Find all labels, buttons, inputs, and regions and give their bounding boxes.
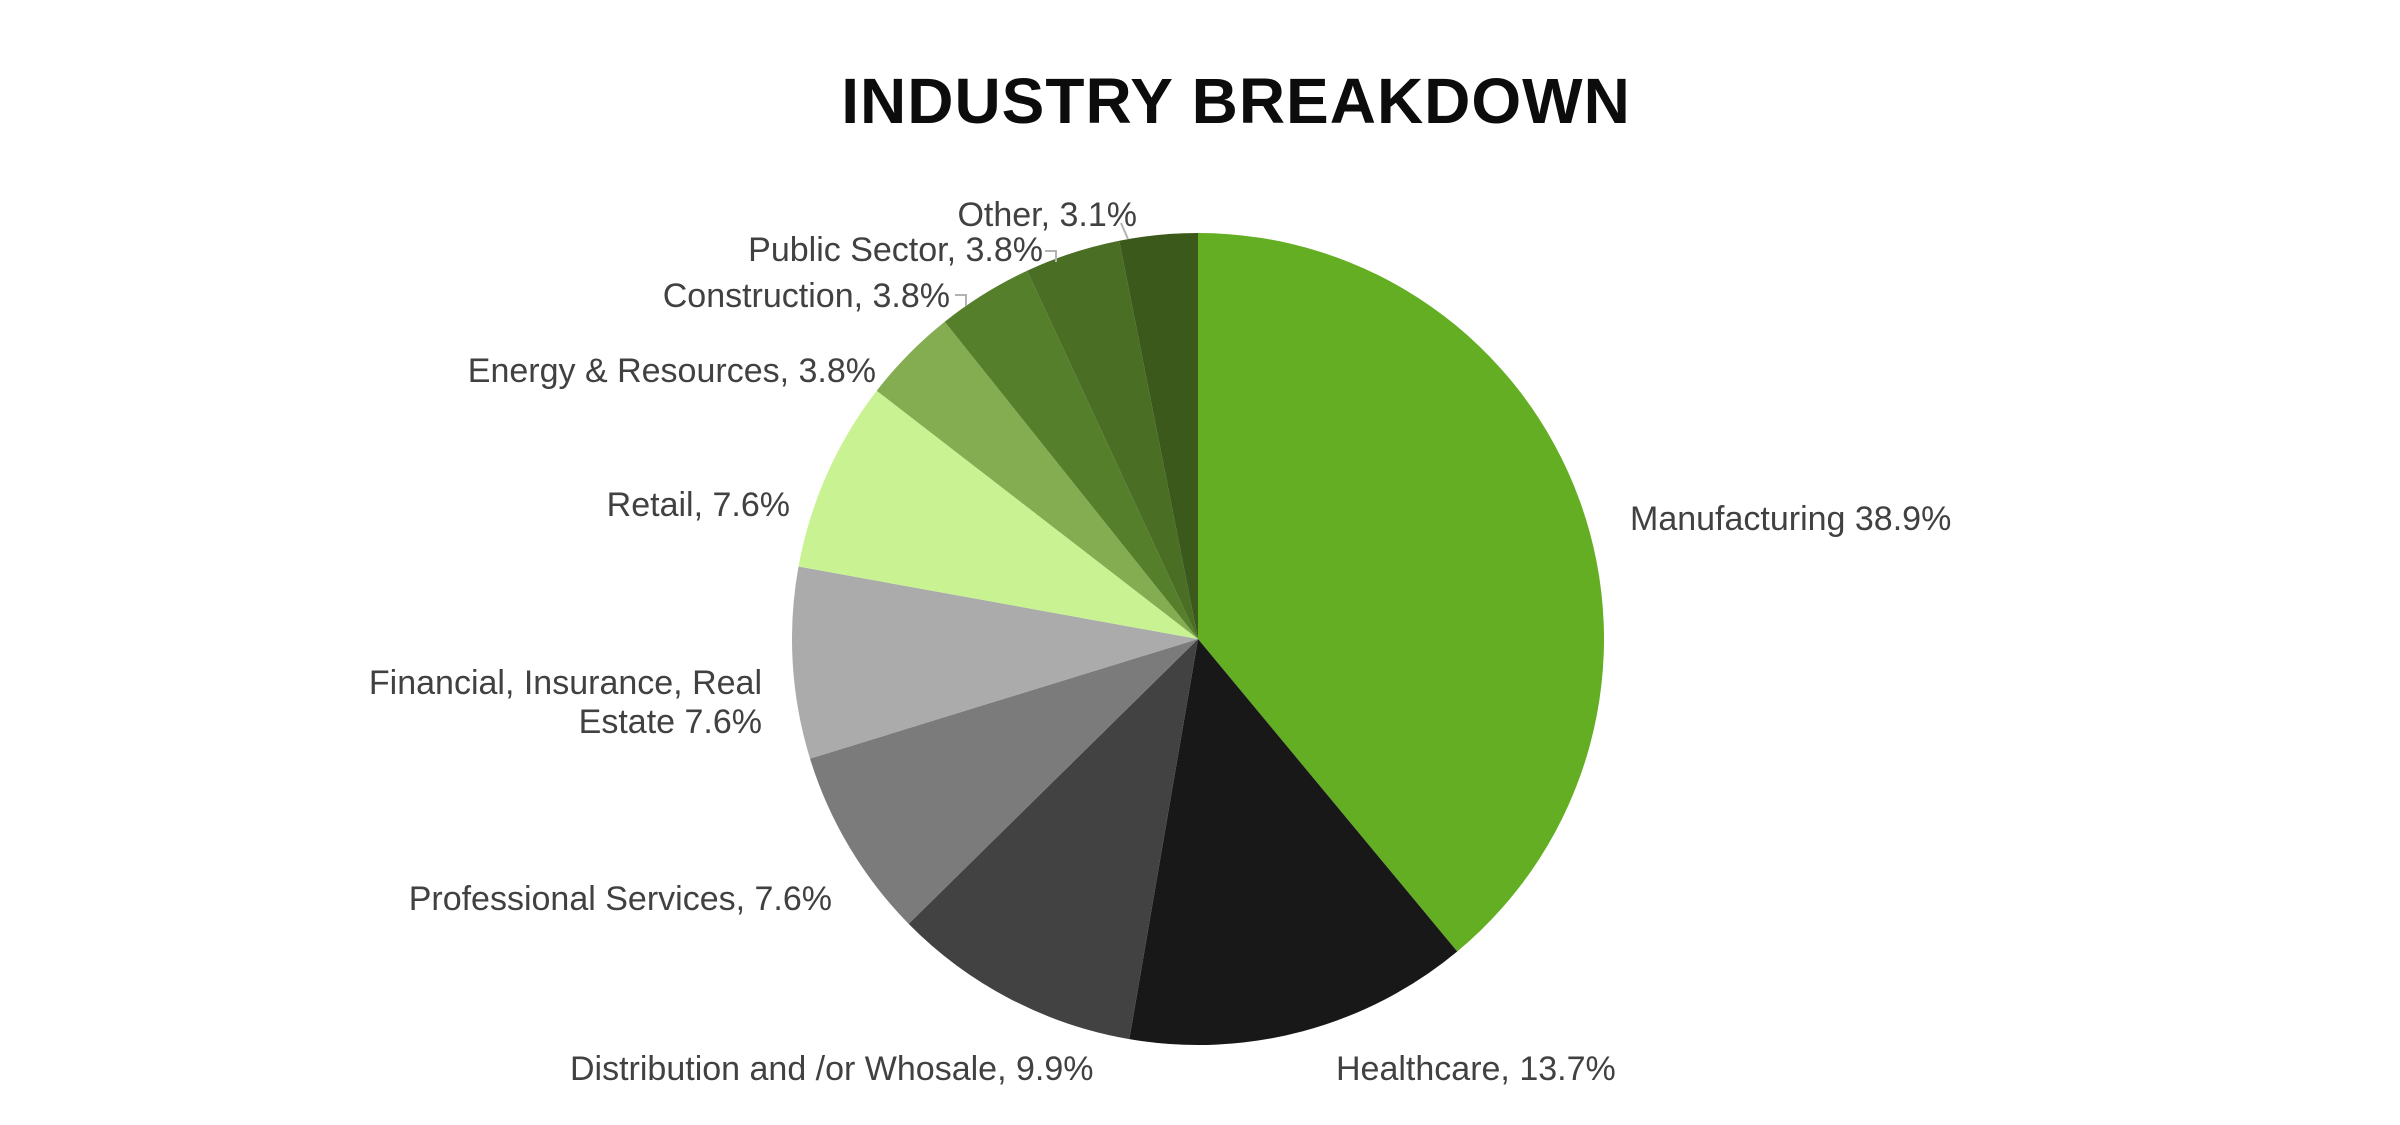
pie-slice-retail xyxy=(798,390,1198,639)
pie-slice-financial-insurance-real-estate xyxy=(792,566,1198,759)
pie-label-financial-insurance-real-estate: Financial, Insurance, Real Estate 7.6% xyxy=(368,664,762,741)
pie-slice-healthcare xyxy=(1129,639,1458,1046)
pie-label-public-sector: Public Sector, 3.8% xyxy=(748,231,1043,269)
pie-slice-other xyxy=(1119,233,1198,639)
leader-tick-other xyxy=(1120,222,1129,240)
pie-slice-professional-services xyxy=(810,639,1198,924)
pie-slice-construction xyxy=(944,270,1198,639)
pie-label-healthcare: Healthcare, 13.7% xyxy=(1336,1050,1616,1088)
pie-label-retail: Retail, 7.6% xyxy=(606,486,790,524)
leader-tick-construction xyxy=(955,294,967,306)
pie-label-energy-resources: Energy & Resources, 3.8% xyxy=(467,352,876,390)
pie-slice-distribution-whosale xyxy=(908,639,1198,1040)
pie-slice-energy-resources xyxy=(876,321,1198,639)
pie-label-manufacturing: Manufacturing 38.9% xyxy=(1630,500,1952,538)
pie-slice-manufacturing xyxy=(1198,233,1605,952)
pie-label-construction: Construction, 3.8% xyxy=(662,277,950,315)
pie-label-professional-services: Professional Services, 7.6% xyxy=(408,880,832,918)
pie-label-other: Other, 3.1% xyxy=(957,196,1137,234)
pie-label-distribution-whosale: Distribution and /or Whosale, 9.9% xyxy=(570,1050,1094,1088)
leader-tick-public-sector xyxy=(1045,250,1057,262)
pie-slice-public-sector xyxy=(1027,240,1198,639)
chart-title: INDUSTRY BREAKDOWN xyxy=(841,65,1631,137)
